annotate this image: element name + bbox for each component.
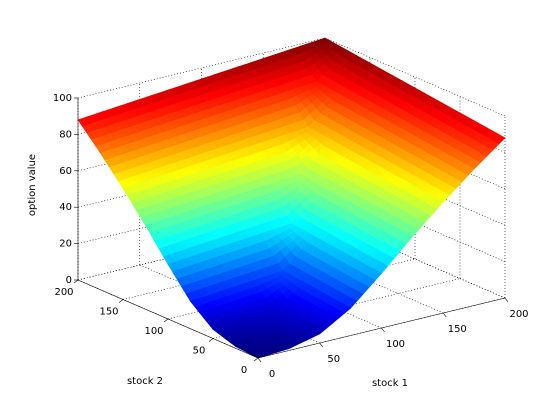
- grid-line: [122, 239, 371, 300]
- tick-mark: [257, 357, 262, 363]
- z-axis-label: option value: [27, 154, 38, 216]
- x-tick-label: 50: [327, 354, 340, 365]
- grid-line: [77, 183, 326, 244]
- tick-mark: [163, 318, 169, 323]
- tick-mark: [443, 312, 447, 318]
- grid-line: [77, 219, 326, 281]
- y-tick-label: 200: [54, 287, 73, 298]
- y-axis-label: stock 2: [127, 376, 163, 387]
- x-axis-label: stock 1: [372, 378, 408, 389]
- grid-line: [77, 146, 326, 208]
- z-tick-label: 40: [59, 202, 72, 213]
- tick-mark: [319, 342, 323, 348]
- y-tick-label: 0: [241, 365, 247, 376]
- y-tick-label: 50: [193, 346, 206, 357]
- z-tick-label: 20: [59, 239, 72, 250]
- tick-mark: [504, 297, 509, 303]
- y-tick-label: 100: [144, 326, 163, 337]
- x-tick-label: 150: [448, 324, 467, 335]
- x-tick-label: 100: [386, 339, 405, 350]
- x-tick-label: 200: [509, 309, 528, 320]
- tick-mark: [73, 279, 79, 284]
- z-tick-label: 0: [66, 275, 72, 286]
- grid-line: [77, 37, 326, 99]
- tick-mark: [253, 357, 259, 362]
- y-tick-label: 150: [99, 307, 118, 318]
- z-tick-label: 100: [53, 93, 72, 104]
- tick-mark: [208, 338, 214, 342]
- x-tick-label: 0: [269, 369, 275, 380]
- tick-mark: [118, 299, 124, 303]
- tick-mark: [381, 327, 385, 333]
- z-tick-label: 60: [59, 166, 72, 177]
- z-tick-label: 80: [59, 129, 72, 140]
